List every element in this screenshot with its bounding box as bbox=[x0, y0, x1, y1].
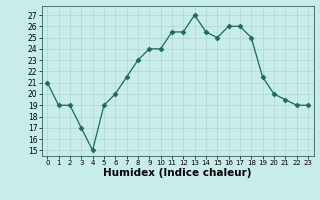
X-axis label: Humidex (Indice chaleur): Humidex (Indice chaleur) bbox=[103, 168, 252, 178]
